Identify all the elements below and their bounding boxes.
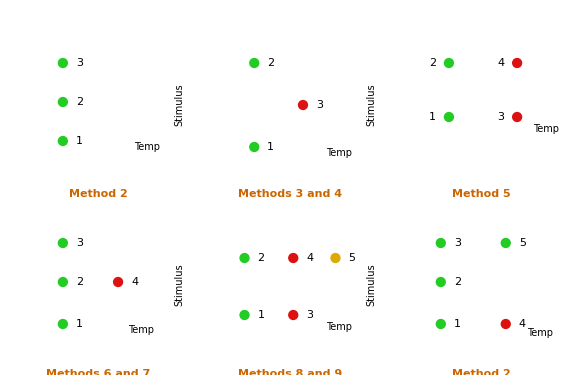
Point — [58, 138, 67, 144]
Text: Methods 6 and 7: Methods 6 and 7 — [46, 369, 151, 375]
Point — [331, 255, 340, 261]
Point — [249, 144, 259, 150]
Text: 2: 2 — [76, 97, 83, 107]
Point — [501, 321, 510, 327]
Point — [436, 279, 445, 285]
Text: Temp: Temp — [527, 328, 553, 338]
Text: 3: 3 — [497, 112, 504, 122]
Text: 1: 1 — [429, 112, 436, 122]
Point — [513, 114, 522, 120]
Point — [58, 60, 67, 66]
Text: 3: 3 — [316, 100, 323, 110]
Text: 4: 4 — [497, 58, 504, 68]
Point — [436, 321, 445, 327]
Point — [289, 255, 298, 261]
Point — [444, 114, 454, 120]
Text: Temp: Temp — [326, 322, 351, 332]
Text: Temp: Temp — [128, 325, 154, 335]
Text: 1: 1 — [76, 136, 83, 146]
Text: Stimulus: Stimulus — [366, 264, 376, 306]
Text: 1: 1 — [76, 319, 83, 329]
Text: 5: 5 — [349, 253, 356, 263]
Text: Methods 8 and 9: Methods 8 and 9 — [238, 369, 342, 375]
Point — [501, 240, 510, 246]
Text: 1: 1 — [454, 319, 461, 329]
Point — [436, 240, 445, 246]
Point — [289, 312, 298, 318]
Text: 4: 4 — [519, 319, 526, 329]
Text: 3: 3 — [306, 310, 313, 320]
Text: Method 5: Method 5 — [452, 189, 511, 200]
Text: 2: 2 — [454, 277, 461, 287]
Point — [58, 321, 67, 327]
Point — [298, 102, 307, 108]
Text: 2: 2 — [267, 58, 274, 68]
Text: Methods 3 and 4: Methods 3 and 4 — [238, 189, 342, 200]
Text: Method 2: Method 2 — [69, 189, 128, 200]
Point — [114, 279, 123, 285]
Text: 1: 1 — [258, 310, 264, 320]
Text: 2: 2 — [76, 277, 83, 287]
Text: Stimulus: Stimulus — [175, 264, 184, 306]
Text: 4: 4 — [131, 277, 138, 287]
Text: 3: 3 — [76, 58, 83, 68]
Point — [444, 60, 454, 66]
Text: 2: 2 — [258, 253, 264, 263]
Point — [58, 99, 67, 105]
Point — [240, 255, 249, 261]
Text: 4: 4 — [306, 253, 313, 263]
Text: Temp: Temp — [326, 148, 351, 158]
Text: 5: 5 — [519, 238, 525, 248]
Point — [240, 312, 249, 318]
Text: 1: 1 — [267, 142, 274, 152]
Text: Stimulus: Stimulus — [175, 84, 184, 126]
Text: Temp: Temp — [135, 142, 160, 152]
Text: 2: 2 — [429, 58, 436, 68]
Text: Stimulus: Stimulus — [366, 84, 376, 126]
Point — [58, 279, 67, 285]
Text: Method 2: Method 2 — [452, 369, 511, 375]
Point — [513, 60, 522, 66]
Text: 3: 3 — [454, 238, 461, 248]
Point — [58, 240, 67, 246]
Text: Temp: Temp — [534, 124, 559, 134]
Text: 3: 3 — [76, 238, 83, 248]
Point — [249, 60, 259, 66]
